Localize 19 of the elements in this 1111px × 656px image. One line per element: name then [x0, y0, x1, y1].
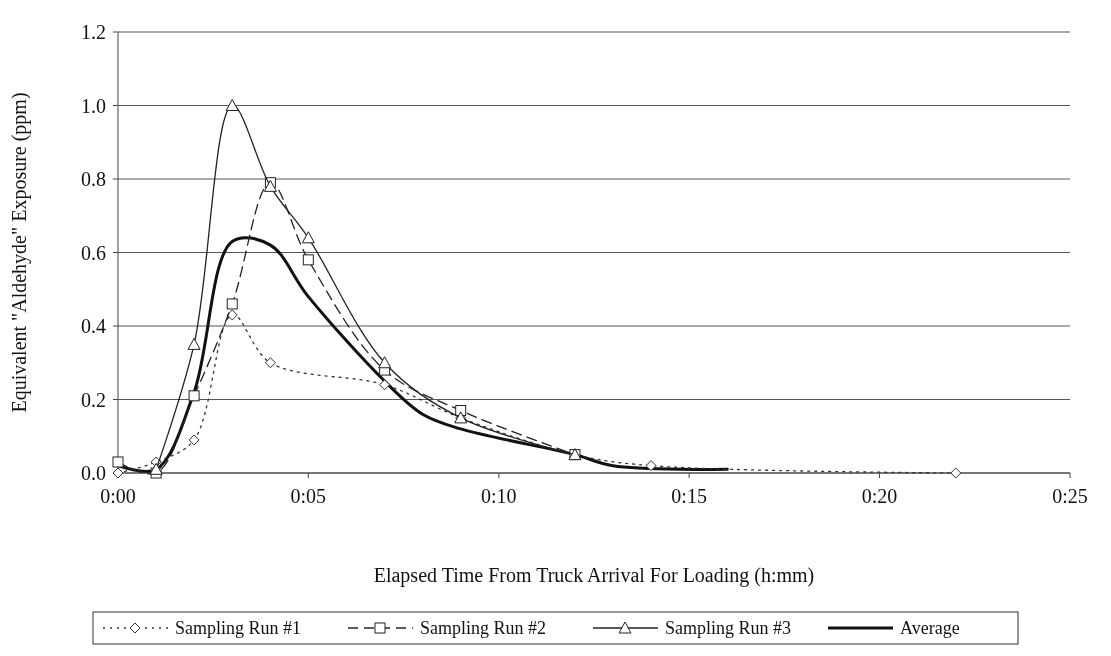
y-tick-label: 0.0: [81, 462, 106, 484]
legend-label: Sampling Run #3: [665, 618, 792, 638]
y-tick-label: 1.2: [81, 21, 106, 43]
legend-label: Sampling Run #1: [175, 618, 302, 638]
y-tick-label: 0.8: [81, 168, 106, 190]
x-tick-label: 0:20: [861, 485, 898, 507]
legend-label: Sampling Run #2: [420, 618, 547, 638]
x-tick-label: 0:15: [671, 485, 707, 507]
y-tick-label: 0.2: [81, 388, 106, 411]
y-tick-label: 0.4: [81, 315, 106, 337]
legend-label: Average: [900, 618, 960, 638]
x-tick-label: 0:10: [481, 485, 517, 507]
y-axis-title: Equivalent "Aldehyde" Exposure (ppm): [8, 92, 31, 413]
x-tick-label: 0:05: [290, 485, 327, 507]
x-axis-title: Elapsed Time From Truck Arrival For Loading (h:mm): [373, 564, 815, 587]
y-tick-label: 0.6: [81, 241, 106, 264]
y-tick-label: 1.0: [81, 94, 106, 117]
x-tick-label: 0:00: [100, 485, 136, 507]
x-tick-label: 0:25: [1052, 485, 1088, 507]
